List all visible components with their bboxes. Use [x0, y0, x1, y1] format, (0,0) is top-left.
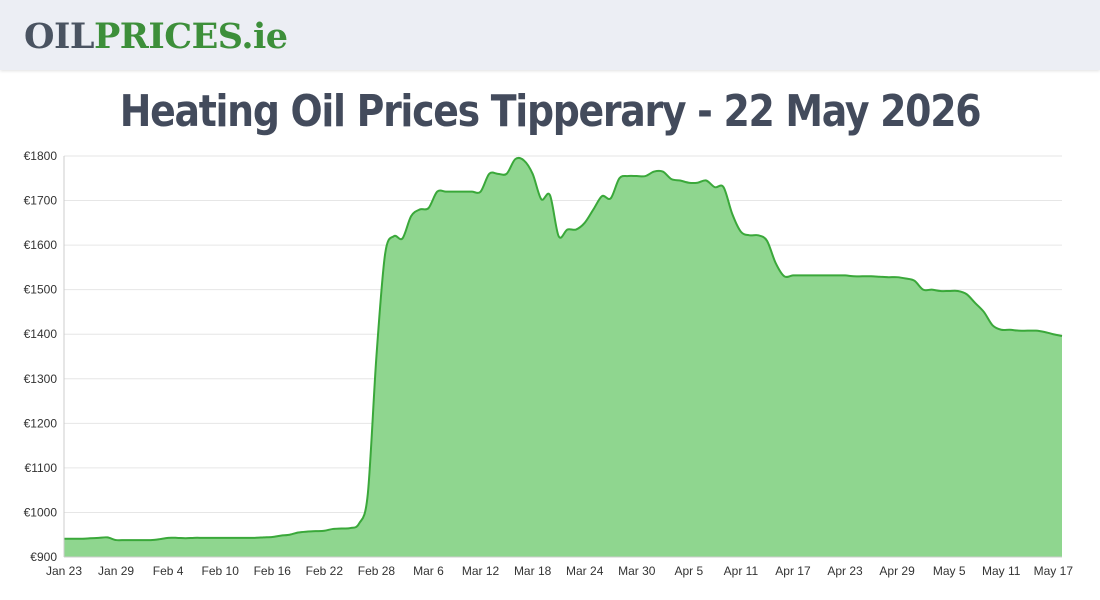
- x-tick-label: Mar 18: [514, 564, 552, 578]
- y-tick-label: €1300: [24, 372, 58, 386]
- x-tick-label: Mar 30: [618, 564, 656, 578]
- y-tick-label: €1200: [24, 416, 58, 430]
- price-area: [64, 157, 1062, 558]
- x-tick-label: Feb 22: [306, 564, 344, 578]
- x-tick-label: Apr 5: [674, 564, 703, 578]
- logo-prices-text: PRICES: [93, 16, 242, 57]
- x-tick-label: Apr 23: [827, 564, 863, 578]
- x-tick-label: Jan 29: [98, 564, 134, 578]
- x-tick-label: Mar 12: [462, 564, 500, 578]
- y-tick-label: €1100: [25, 461, 58, 475]
- price-chart: €900 €1000 €1100 €1200 €1300 €1400 €1500 €1600 €…: [24, 149, 1074, 578]
- y-tick-label: €1600: [24, 238, 58, 252]
- x-tick-label: Feb 4: [153, 564, 184, 578]
- x-tick-label: May 5: [933, 564, 966, 578]
- site-header: OILPRICES.ie: [0, 0, 1100, 70]
- y-axis-labels: €900 €1000 €1100 €1200 €1300 €1400 €1500 €1600 €…: [24, 149, 58, 564]
- x-tick-label: Mar 24: [566, 564, 604, 578]
- x-tick-label: May 11: [982, 564, 1021, 578]
- y-tick-label: €1000: [24, 505, 58, 519]
- x-tick-label: Apr 29: [879, 564, 915, 578]
- x-tick-label: Apr 17: [775, 564, 811, 578]
- x-axis-labels: Jan 23 Jan 29 Feb 4 Feb 10 Feb 16 Feb 22 Feb 2…: [46, 564, 1073, 578]
- x-tick-label: May 17: [1034, 564, 1074, 578]
- y-tick-label: €1700: [24, 194, 58, 208]
- x-tick-label: Feb 16: [254, 564, 292, 578]
- price-line: [64, 156, 1063, 542]
- x-tick-label: Jan 23: [46, 564, 82, 578]
- site-logo[interactable]: OILPRICES.ie: [24, 14, 288, 60]
- x-tick-label: Mar 6: [413, 564, 444, 578]
- page-title: Heating Oil Prices Tipperary - 22 May 20…: [119, 86, 982, 137]
- y-tick-label: €900: [30, 550, 57, 564]
- y-tick-label: €1400: [24, 327, 58, 341]
- logo-ie-text: .ie: [241, 16, 288, 57]
- y-tick-label: €1500: [24, 283, 58, 297]
- x-tick-label: Feb 10: [202, 564, 240, 578]
- y-tick-label: €1800: [24, 149, 58, 163]
- logo-oil-text: OIL: [24, 16, 94, 57]
- x-tick-label: Apr 11: [724, 564, 759, 578]
- x-tick-label: Feb 28: [358, 564, 396, 578]
